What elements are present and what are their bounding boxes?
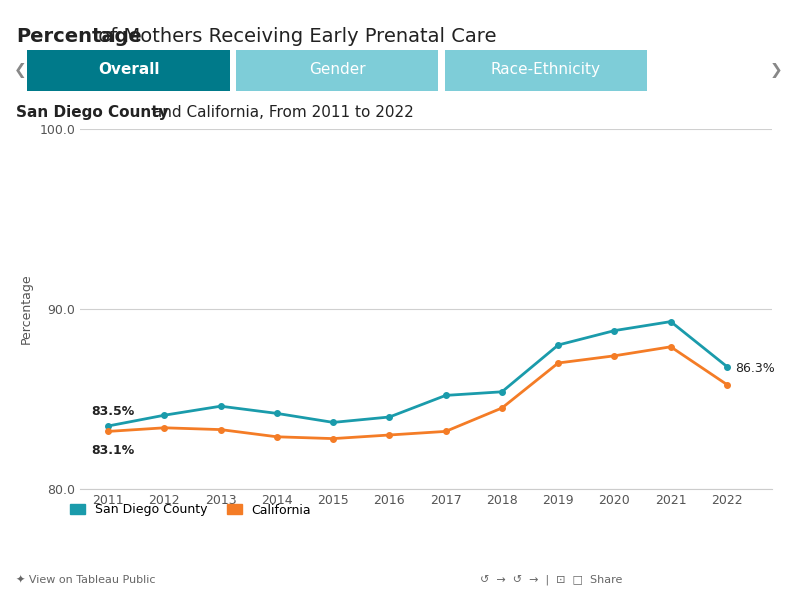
Text: Percentage: Percentage (16, 27, 142, 46)
San Diego County (103, 422, 113, 430)
Legend: San Diego County, California: San Diego County, California (70, 503, 311, 517)
California (159, 424, 169, 431)
Text: Overall: Overall (98, 62, 159, 77)
California (216, 426, 226, 433)
Text: ↺  →  ↺  →  |  ⊡  □  Share: ↺ → ↺ → | ⊡ □ Share (480, 575, 622, 585)
San Diego County (385, 413, 394, 421)
California (610, 352, 619, 359)
San Diego County (666, 318, 675, 325)
California (722, 381, 732, 388)
California (441, 428, 450, 435)
Text: 83.5%: 83.5% (91, 405, 134, 418)
California (666, 343, 675, 350)
San Diego County (610, 327, 619, 334)
San Diego County (722, 363, 732, 370)
California (554, 359, 563, 367)
Line: San Diego County: San Diego County (106, 319, 730, 429)
San Diego County (159, 412, 169, 419)
California (385, 431, 394, 439)
California (497, 404, 506, 412)
San Diego County (328, 419, 338, 426)
San Diego County (497, 388, 506, 395)
Text: ❯: ❯ (770, 63, 782, 78)
Text: 86.3%: 86.3% (735, 362, 775, 375)
FancyBboxPatch shape (445, 50, 647, 91)
Text: ✦ View on Tableau Public: ✦ View on Tableau Public (16, 575, 155, 585)
Text: Race-Ethnicity: Race-Ethnicity (491, 62, 601, 77)
Text: of Mothers Receiving Early Prenatal Care: of Mothers Receiving Early Prenatal Care (92, 27, 497, 46)
FancyBboxPatch shape (236, 50, 438, 91)
San Diego County (554, 341, 563, 349)
Y-axis label: Percentage: Percentage (19, 274, 32, 344)
Text: ❮: ❮ (14, 63, 26, 78)
San Diego County (216, 403, 226, 410)
San Diego County (441, 392, 450, 399)
Text: Gender: Gender (309, 62, 366, 77)
Text: and California, From 2011 to 2022: and California, From 2011 to 2022 (148, 105, 414, 120)
California (103, 428, 113, 435)
California (272, 433, 282, 440)
FancyBboxPatch shape (27, 50, 230, 91)
Line: California: California (106, 344, 730, 442)
Text: San Diego County: San Diego County (16, 105, 169, 120)
Text: 83.1%: 83.1% (91, 443, 134, 457)
California (328, 435, 338, 442)
San Diego County (272, 410, 282, 417)
